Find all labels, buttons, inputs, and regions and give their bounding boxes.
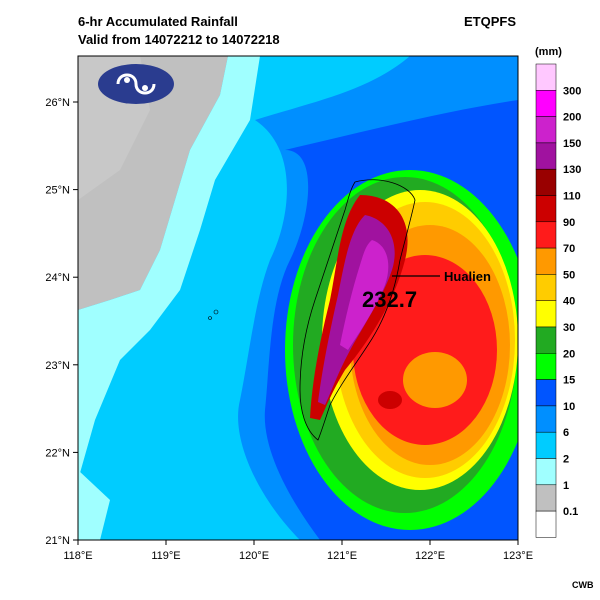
legend-swatch [535,247,557,275]
lat-tick-label: 21°N [45,535,70,547]
legend-swatch [535,379,557,407]
lon-tick-label: 123°E [503,550,533,562]
max-rainfall-value: 232.7 [362,287,417,312]
field-1mm-sw [78,470,110,540]
legend-label: 20 [563,348,575,360]
lon-tick-label: 122°E [415,550,445,562]
legend-label: 2 [563,454,569,466]
legend-swatch [535,484,557,512]
map-title: 6-hr Accumulated Rainfall [78,14,238,29]
legend-swatch [535,405,557,433]
map-field [78,56,518,540]
lon-tick-label: 118°E [63,550,92,562]
legend-label: 50 [563,269,575,281]
legend-label: 90 [563,217,575,229]
map-frame [77,55,519,541]
legend-swatch [535,90,557,117]
legend-swatch [535,510,557,538]
legend-label: 150 [563,138,581,150]
legend-label: 6 [563,427,569,439]
legend-swatch [535,353,557,380]
legend-unit: (mm) [535,46,562,58]
legend-label: 0.1 [563,506,578,518]
legend-swatch [535,142,557,170]
penghu-islands [213,309,219,315]
legend-label: 130 [563,164,581,176]
field-90mm-pocket [378,391,402,409]
lat-tick-label: 22°N [45,447,70,459]
valid-time: Valid from 14072212 to 14072218 [78,32,280,47]
longitude-axis: 118°E 119°E 120°E 121°E 122°E 123°E [63,540,533,562]
legend-swatch [535,116,557,144]
legend-label: 15 [563,375,575,387]
legend-label: 10 [563,401,575,413]
lat-tick-label: 25°N [45,185,70,197]
legend-label: 70 [563,243,575,255]
legend-swatch [535,195,557,223]
credit-label: CWB [572,580,594,590]
legend-label: 1 [563,480,569,492]
lat-tick-label: 26°N [45,97,70,109]
legend-swatch [535,274,557,301]
legend-label: 110 [563,191,581,203]
lon-tick-label: 121°E [327,550,357,562]
legend-label: 200 [563,112,581,124]
field-1mm-band [78,56,260,480]
cwb-logo [98,64,174,104]
lat-tick-label: 24°N [45,272,70,284]
model-name: ETQPFS [464,14,517,29]
lon-tick-label: 120°E [239,550,269,562]
field-50mm-pocket [403,352,467,408]
latitude-axis: 26°N 25°N 24°N 23°N 22°N 21°N [45,97,78,547]
legend-swatch [535,326,557,354]
legend-label: 40 [563,296,575,308]
color-legend: 300 200 150 130 110 90 70 50 40 30 20 15 10 6 2 1 0.1 [535,63,581,538]
legend-swatch [535,458,557,486]
legend-swatch [535,63,557,91]
legend-label: 30 [563,322,575,334]
legend-label: 300 [563,85,581,97]
legend-swatch [535,431,557,459]
lat-tick-label: 23°N [45,360,70,372]
lon-tick-label: 119°E [151,550,180,562]
field-150mm [340,240,389,350]
hualien-label: Hualien [444,269,491,284]
legend-swatch [535,300,557,328]
taiwan-coastline [299,179,416,441]
legend-swatch [535,221,557,249]
legend-swatch [535,168,557,196]
